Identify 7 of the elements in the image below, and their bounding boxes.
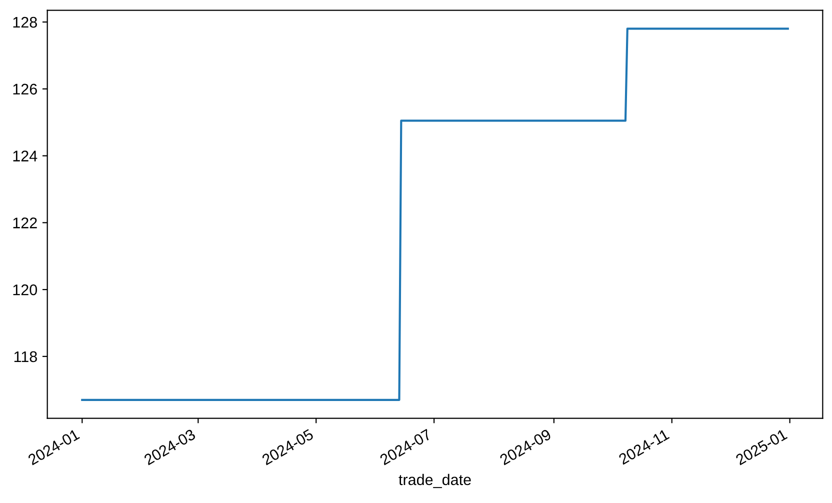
y-tick-label: 122 [13, 218, 37, 228]
y-tick-label: 120 [13, 284, 38, 296]
x-axis-title: trade_date [398, 474, 471, 488]
y-tick-label: 118 [14, 351, 37, 362]
y-tick-label: 126 [13, 84, 37, 95]
y-tick-label: 128 [13, 16, 37, 28]
y-tick-label: 124 [13, 150, 38, 162]
